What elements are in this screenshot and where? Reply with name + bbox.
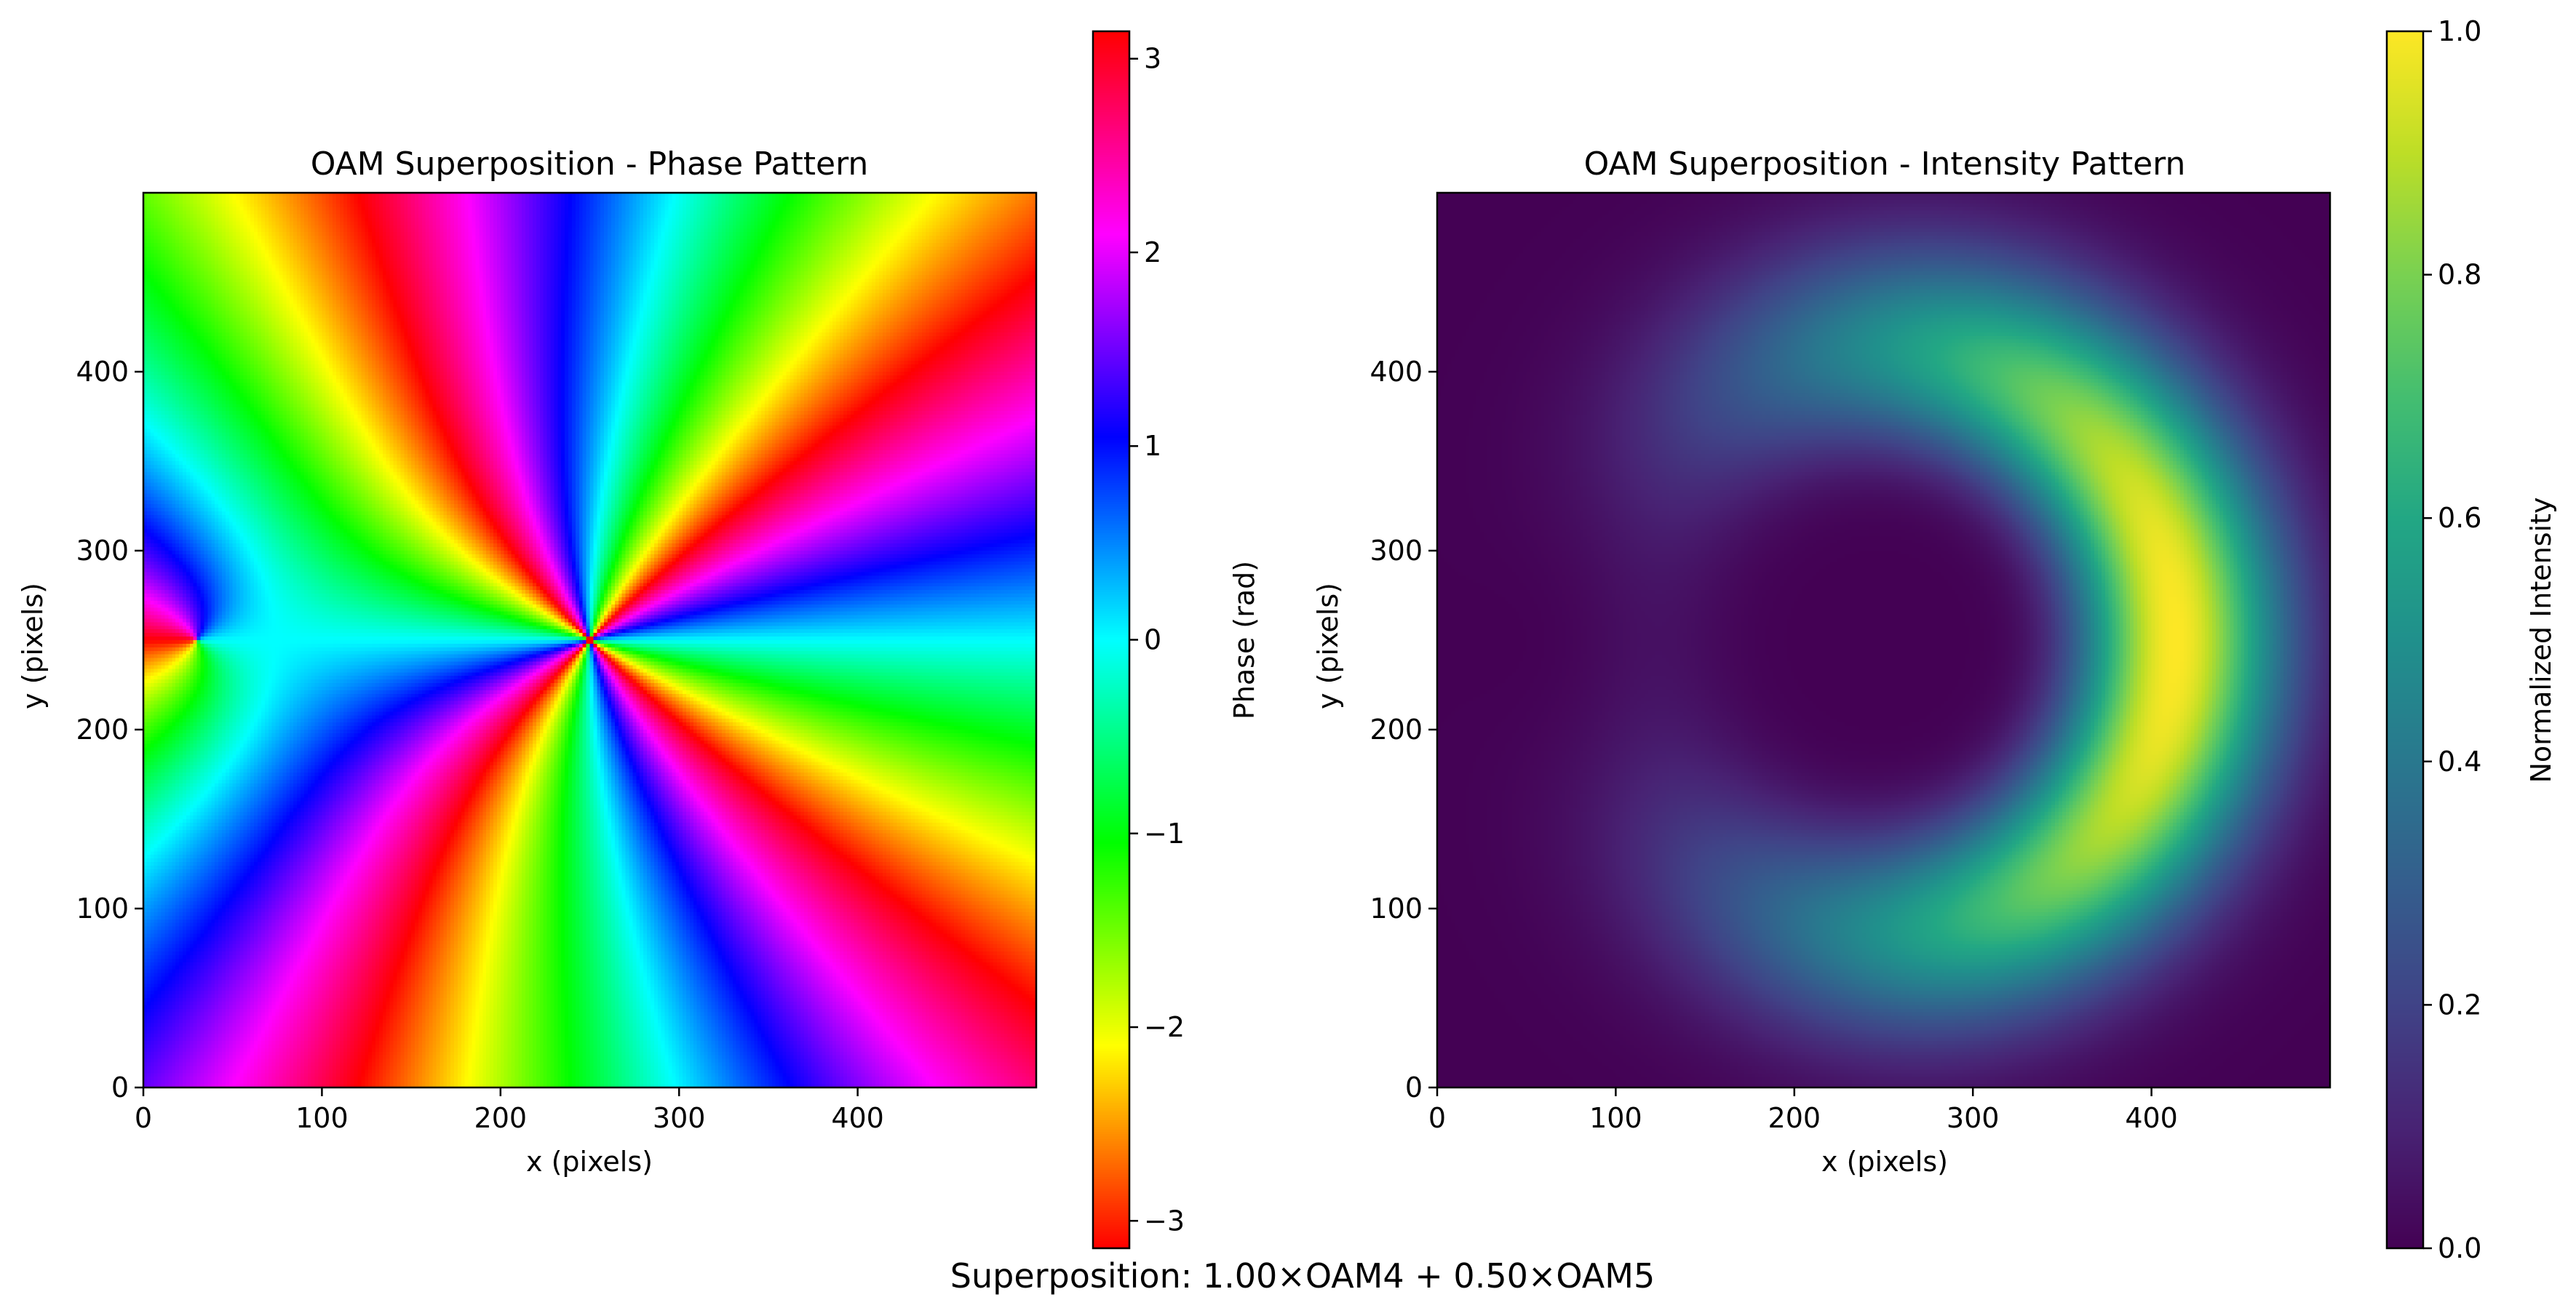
phase-y-axis-label: y (pixels) [17, 583, 49, 709]
phase-x-tick-label: 300 [653, 1102, 706, 1134]
intensity-colorbar-label: Normalized Intensity [2525, 498, 2557, 783]
phase-colorbar-axes: −3 −2 −1 0 1 2 3 [1092, 30, 1185, 1250]
intensity-y-tick-label: 100 [1370, 893, 1423, 925]
phase-chart-title: OAM Superposition - Phase Pattern [311, 145, 869, 183]
phase-x-axis-label: x (pixels) [526, 1146, 653, 1178]
phase-x-tick-label: 100 [295, 1102, 349, 1134]
phase-colorbar-tick-label: 1 [1144, 430, 1161, 462]
figure-suptitle: Superposition: 1.00×OAM4 + 0.50×OAM5 [950, 1256, 1655, 1296]
phase-colorbar-tick-label: 3 [1144, 43, 1161, 75]
phase-y-tick-label: 100 [76, 893, 129, 925]
phase-y-tick-label: 400 [76, 356, 129, 388]
intensity-colorbar-axes: 0.0 0.2 0.4 0.6 0.8 1.0 [2385, 15, 2481, 1264]
intensity-x-tick-label: 400 [2125, 1102, 2178, 1134]
phase-colorbar-label: Phase (rad) [1228, 561, 1260, 719]
phase-axes-frame [142, 191, 1038, 1089]
intensity-colorbar-tick-label: 0.2 [2438, 989, 2481, 1021]
phase-axes: 0 100 200 300 400 0 100 200 300 400 [76, 191, 1038, 1134]
intensity-y-tick-label: 0 [1405, 1071, 1423, 1104]
intensity-axes-frame [1436, 191, 2331, 1089]
intensity-chart-title: OAM Superposition - Intensity Pattern [1584, 145, 2186, 183]
phase-colorbar-tick-label: −1 [1144, 818, 1185, 850]
phase-y-tick-label: 0 [111, 1071, 129, 1104]
intensity-y-axis-label: y (pixels) [1312, 583, 1344, 709]
intensity-x-tick-label: 300 [1947, 1102, 2000, 1134]
intensity-heatmap [1437, 193, 2330, 1087]
phase-x-tick-label: 400 [831, 1102, 884, 1134]
intensity-x-tick-label: 0 [1428, 1102, 1446, 1134]
intensity-colorbar-tick-label: 1.0 [2438, 15, 2481, 47]
intensity-colorbar-tick-label: 0.8 [2438, 259, 2481, 291]
phase-heatmap [143, 193, 1036, 1087]
intensity-y-tick-label: 300 [1370, 535, 1423, 567]
intensity-x-tick-label: 100 [1589, 1102, 1642, 1134]
intensity-x-axis-label: x (pixels) [1821, 1146, 1948, 1178]
phase-y-tick-label: 300 [76, 535, 129, 567]
intensity-axes: 0 100 200 300 400 0 100 200 300 400 [1370, 191, 2331, 1134]
intensity-colorbar-tick-label: 0.4 [2438, 746, 2481, 778]
intensity-colorbar-tick-label: 0.0 [2438, 1232, 2481, 1264]
intensity-y-tick-label: 200 [1370, 714, 1423, 746]
intensity-colorbar-tick-label: 0.6 [2438, 502, 2481, 534]
phase-y-tick-label: 200 [76, 714, 129, 746]
intensity-colorbar [2387, 31, 2423, 1248]
phase-colorbar-tick-label: −3 [1144, 1205, 1185, 1237]
phase-colorbar-frame [1092, 30, 1131, 1250]
phase-colorbar [1093, 31, 1129, 1248]
intensity-y-tick-label: 400 [1370, 356, 1423, 388]
intensity-colorbar-frame [2385, 30, 2425, 1250]
phase-x-tick-label: 200 [474, 1102, 528, 1134]
phase-x-tick-label: 0 [135, 1102, 152, 1134]
phase-colorbar-tick-label: −2 [1144, 1011, 1185, 1043]
intensity-x-tick-label: 200 [1768, 1102, 1821, 1134]
phase-colorbar-tick-label: 2 [1144, 236, 1161, 268]
phase-colorbar-tick-label: 0 [1144, 624, 1161, 656]
